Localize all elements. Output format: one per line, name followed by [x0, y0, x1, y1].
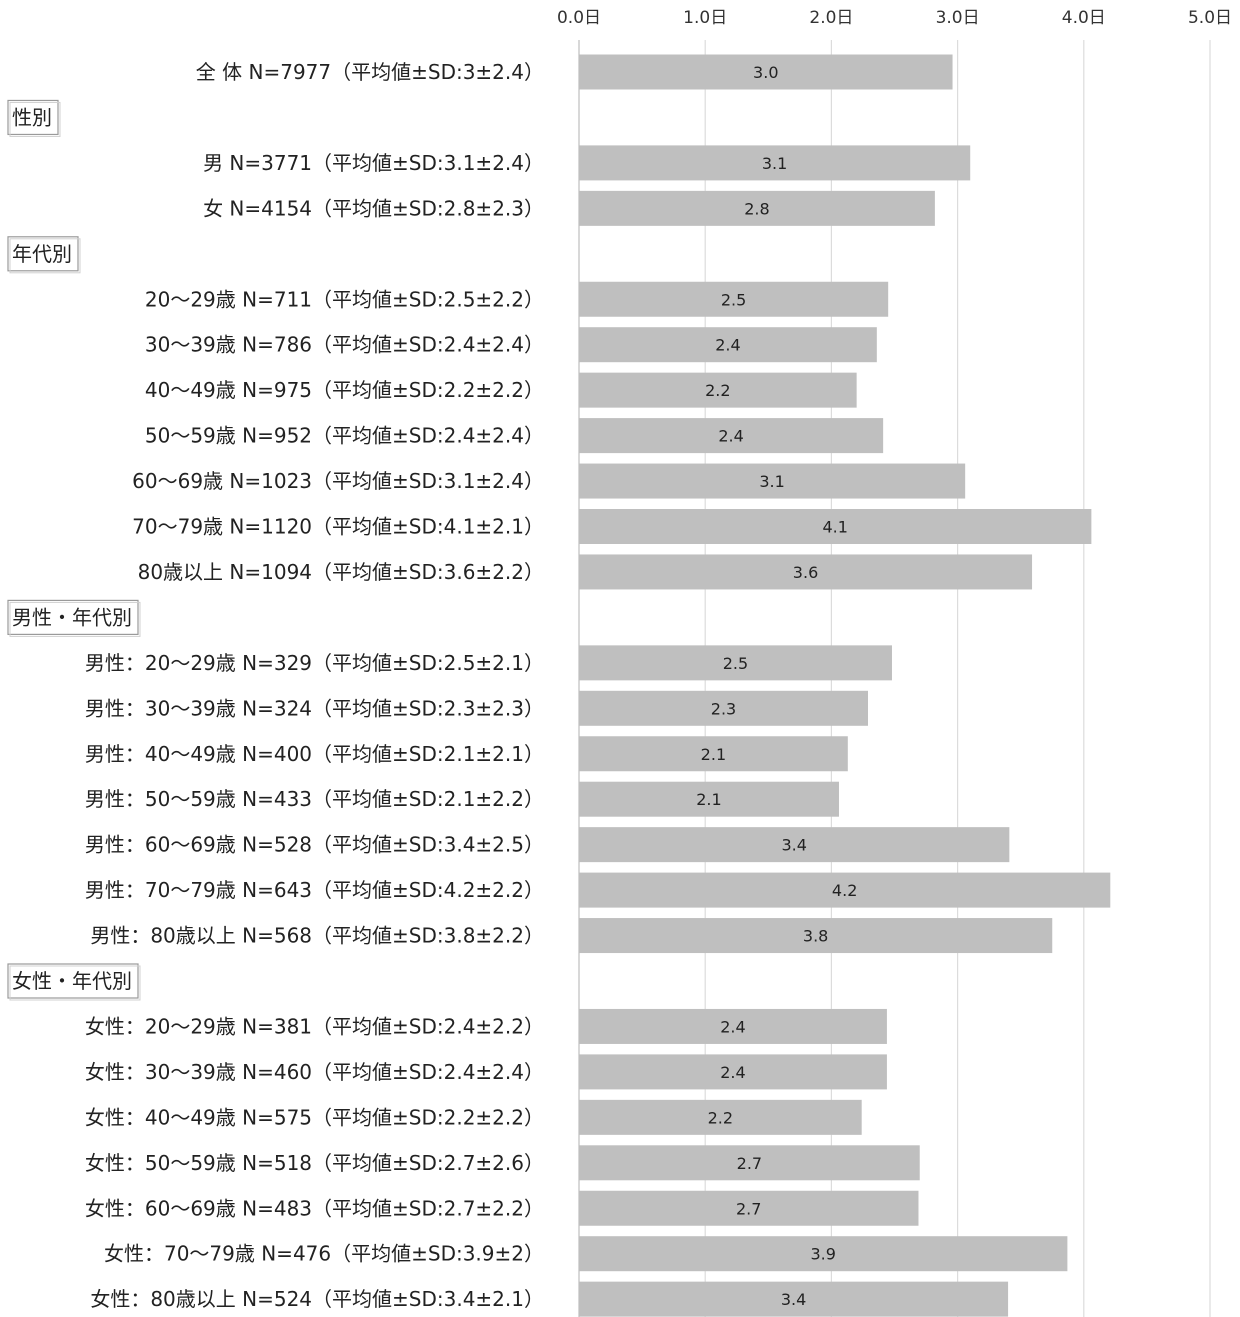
- data-label: 2.3: [711, 699, 736, 718]
- bar: [579, 463, 966, 499]
- data-label: 2.2: [705, 381, 730, 400]
- data-label: 3.1: [759, 472, 784, 491]
- data-label: 2.4: [718, 427, 743, 446]
- x-tick-label: 5.0日: [1188, 8, 1232, 28]
- category-label: 30～39歳 N=786（平均値±SD:2.4±2.4）: [145, 333, 544, 357]
- data-label: 2.4: [715, 336, 740, 355]
- category-label: 女性：40～49歳 N=575（平均値±SD:2.2±2.2）: [85, 1105, 544, 1129]
- section-box: [7, 963, 139, 999]
- category-label: 女性：70～79歳 N=476（平均値±SD:3.9±2）: [104, 1242, 544, 1266]
- section-label: 性別: [12, 105, 52, 129]
- data-label: 3.1: [762, 154, 787, 173]
- category-label: 女性：50～59歳 N=518（平均値±SD:2.7±2.6）: [85, 1151, 544, 1175]
- data-label: 4.2: [832, 881, 857, 900]
- x-tick-label: 1.0日: [683, 8, 727, 28]
- section-box: [7, 236, 79, 272]
- bar: [579, 645, 892, 681]
- category-label: 40～49歳 N=975（平均値±SD:2.2±2.2）: [145, 378, 544, 402]
- bar: [579, 1190, 919, 1226]
- category-label: 20～29歳 N=711（平均値±SD:2.5±2.2）: [145, 287, 544, 311]
- section-box: [7, 99, 59, 136]
- section-label: 男性・年代別: [12, 605, 132, 629]
- category-label: 女 N=4154（平均値±SD:2.8±2.3）: [203, 196, 544, 220]
- category-label: 女性：80歳以上 N=524（平均値±SD:3.4±2.1）: [90, 1287, 544, 1311]
- section-label: 女性・年代別: [12, 969, 132, 993]
- bar: [579, 781, 839, 817]
- bar: [579, 145, 971, 181]
- data-label: 2.5: [721, 290, 746, 309]
- data-label: 3.9: [810, 1245, 835, 1264]
- bar: [579, 1008, 887, 1044]
- section-label: 年代別: [12, 242, 72, 266]
- data-label: 4.1: [822, 518, 847, 537]
- bar: [579, 554, 1033, 590]
- bar: [579, 190, 935, 226]
- data-label: 2.7: [737, 1154, 762, 1173]
- category-label: 男性：30～39歳 N=324（平均値±SD:2.3±2.3）: [85, 696, 544, 720]
- section-box-shadow: [9, 238, 81, 274]
- x-tick-label: 2.0日: [809, 8, 853, 28]
- bar: [579, 372, 857, 408]
- category-label: 女性：30～39歳 N=460（平均値±SD:2.4±2.4）: [85, 1060, 544, 1084]
- section-box-shadow: [9, 965, 141, 1001]
- category-label: 70～79歳 N=1120（平均値±SD:4.1±2.1）: [132, 515, 544, 539]
- x-tick-label: 3.0日: [936, 8, 980, 28]
- data-label: 2.8: [744, 199, 769, 218]
- category-label: 60～69歳 N=1023（平均値±SD:3.1±2.4）: [132, 469, 544, 493]
- category-label: 男性：80歳以上 N=568（平均値±SD:3.8±2.2）: [90, 924, 544, 948]
- bar: [579, 1099, 862, 1135]
- category-label: 男性：40～49歳 N=400（平均値±SD:2.1±2.1）: [85, 742, 544, 766]
- data-label: 2.5: [723, 654, 748, 673]
- data-label: 3.4: [781, 836, 806, 855]
- data-label: 2.1: [701, 745, 726, 764]
- category-label: 全 体 N=7977（平均値±SD:3±2.4）: [196, 60, 544, 84]
- bar: [579, 327, 877, 363]
- section-box: [7, 599, 139, 636]
- category-label: 男性：70～79歳 N=643（平均値±SD:4.2±2.2）: [85, 878, 544, 902]
- bar: [579, 1054, 887, 1090]
- data-label: 2.7: [736, 1199, 761, 1218]
- bar: [579, 1145, 920, 1181]
- data-label: 3.8: [803, 927, 828, 946]
- data-label: 3.6: [793, 563, 818, 582]
- bar: [579, 918, 1053, 954]
- data-label: 2.2: [708, 1108, 733, 1127]
- x-tick-label: 4.0日: [1062, 8, 1106, 28]
- data-label: 2.4: [720, 1017, 745, 1036]
- bar: [579, 281, 889, 317]
- category-label: 男 N=3771（平均値±SD:3.1±2.4）: [203, 151, 544, 175]
- data-label: 3.0: [753, 63, 778, 82]
- section-box-shadow: [9, 101, 61, 137]
- category-label: 男性：50～59歳 N=433（平均値±SD:2.1±2.2）: [85, 787, 544, 811]
- bar: [579, 1281, 1009, 1317]
- bar: [579, 827, 1010, 863]
- category-label: 男性：60～69歳 N=528（平均値±SD:3.4±2.5）: [85, 833, 544, 857]
- bar: [579, 872, 1111, 908]
- bar: [579, 736, 848, 772]
- bar: [579, 1236, 1068, 1272]
- section-box-shadow: [9, 601, 141, 637]
- category-label: 女性：20～29歳 N=381（平均値±SD:2.4±2.2）: [85, 1014, 544, 1038]
- chart-rows: 全 体 N=7977（平均値±SD:3±2.4） 3.0 性別男 N=3771（平均…: [7, 54, 1111, 1317]
- category-label: 女性：60～69歳 N=483（平均値±SD:2.7±2.2）: [85, 1196, 544, 1220]
- data-label: 2.4: [720, 1063, 745, 1082]
- category-label: 男性：20～29歳 N=329（平均値±SD:2.5±2.1）: [85, 651, 544, 675]
- data-label: 2.1: [696, 790, 721, 809]
- bar: [579, 509, 1092, 544]
- data-label: 3.4: [781, 1290, 806, 1309]
- x-tick-label: 0.0日: [557, 8, 601, 28]
- bar: [579, 690, 868, 726]
- x-axis-tick-labels: 0.0日 1.0日 2.0日 3.0日 4.0日 5.0日: [557, 8, 1232, 28]
- bar: [579, 54, 953, 90]
- category-label: 80歳以上 N=1094（平均値±SD:3.6±2.2）: [138, 560, 544, 584]
- category-label: 50～59歳 N=952（平均値±SD:2.4±2.4）: [145, 424, 544, 448]
- bar: [579, 418, 884, 454]
